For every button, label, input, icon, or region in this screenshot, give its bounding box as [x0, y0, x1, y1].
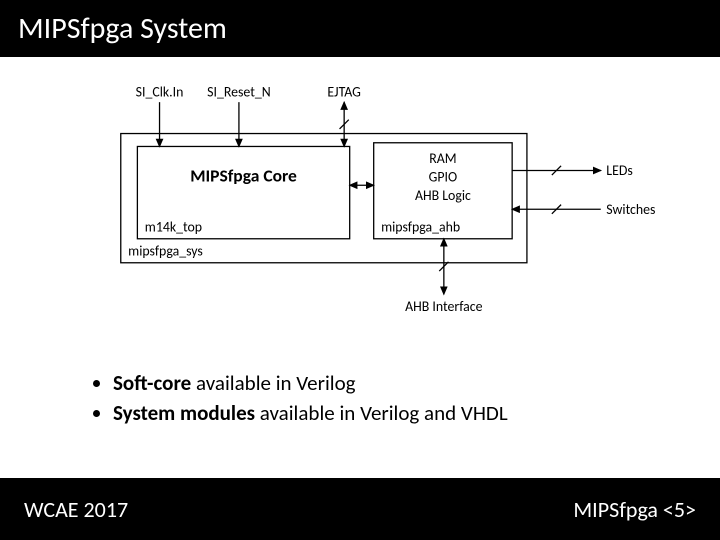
bullet-rest: available in Verilog and VHDL: [255, 400, 508, 426]
bullet-item: Soft-core available in Verilog: [113, 370, 508, 396]
bullet-rest: available in Verilog: [191, 370, 355, 396]
svg-text:SI_Reset_N: SI_Reset_N: [207, 84, 271, 101]
svg-text:LEDs: LEDs: [606, 162, 632, 179]
svg-text:EJTAG: EJTAG: [327, 84, 360, 101]
svg-text:AHB Logic: AHB Logic: [415, 187, 471, 204]
bullet-item: System modules available in Verilog and …: [113, 400, 508, 426]
slide-title: MIPSfpga System: [0, 0, 720, 57]
footer-left: WCAE 2017: [24, 496, 128, 523]
bullet-bold: System modules: [113, 400, 255, 426]
bullet-list: Soft-core available in Verilog System mo…: [95, 370, 508, 430]
svg-text:m14k_top: m14k_top: [145, 218, 202, 235]
svg-text:RAM: RAM: [429, 150, 456, 167]
block-diagram: mipsfpga_sys MIPSfpga Core m14k_top RAM GPIO…: [60, 80, 680, 320]
svg-text:mipsfpga_ahb: mipsfpga_ahb: [381, 218, 460, 235]
svg-text:GPIO: GPIO: [429, 169, 458, 186]
svg-text:Switches: Switches: [606, 201, 655, 218]
slide-footer: WCAE 2017 MIPSfpga <5>: [0, 478, 720, 540]
svg-text:AHB Interface: AHB Interface: [405, 298, 482, 315]
bullet-bold: Soft-core: [113, 370, 191, 396]
svg-text:mipsfpga_sys: mipsfpga_sys: [128, 242, 203, 259]
svg-text:MIPSfpga Core: MIPSfpga Core: [190, 165, 297, 187]
svg-text:SI_Clk.In: SI_Clk.In: [136, 84, 184, 101]
footer-right: MIPSfpga <5>: [573, 496, 696, 523]
